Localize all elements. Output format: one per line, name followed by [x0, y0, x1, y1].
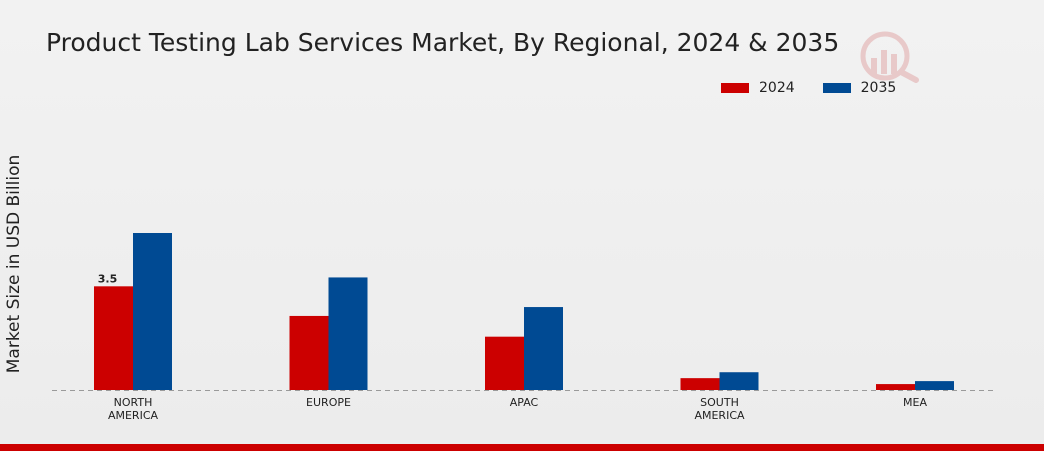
legend-swatch-2035: [822, 83, 851, 93]
bar-2024-mea[interactable]: [876, 384, 915, 390]
bar-2024-south-america[interactable]: [680, 378, 720, 390]
footer-accent-bar: [0, 444, 1044, 451]
bar-2035-apac[interactable]: [524, 307, 563, 390]
bar-2035-south-america[interactable]: [719, 372, 759, 390]
data-label: 3.5: [98, 272, 118, 285]
bar-2035-mea[interactable]: [915, 381, 954, 390]
legend: 2024 2035: [721, 80, 924, 96]
bar-2024-apac[interactable]: [485, 336, 524, 390]
bar-2035-europe[interactable]: [328, 277, 368, 390]
watermark-logo-icon: [860, 31, 919, 83]
x-tick-label: SOUTH AMERICA: [694, 396, 745, 422]
legend-item-2024[interactable]: 2024: [721, 80, 795, 96]
bar-2024-north-america[interactable]: [94, 286, 133, 390]
x-tick-label: MEA: [903, 396, 927, 409]
legend-swatch-2024: [721, 83, 749, 93]
x-tick-label: EUROPE: [306, 396, 351, 409]
legend-label-2024: 2024: [759, 80, 795, 96]
bar-2024-europe[interactable]: [289, 315, 329, 390]
legend-item-2035[interactable]: 2035: [822, 80, 897, 96]
legend-label-2035: 2035: [860, 80, 897, 96]
bar-2035-north-america[interactable]: [133, 233, 172, 390]
x-tick-label: APAC: [510, 396, 539, 409]
x-tick-label: NORTH AMERICA: [108, 396, 159, 422]
chart-title: Product Testing Lab Services Market, By …: [46, 28, 840, 57]
